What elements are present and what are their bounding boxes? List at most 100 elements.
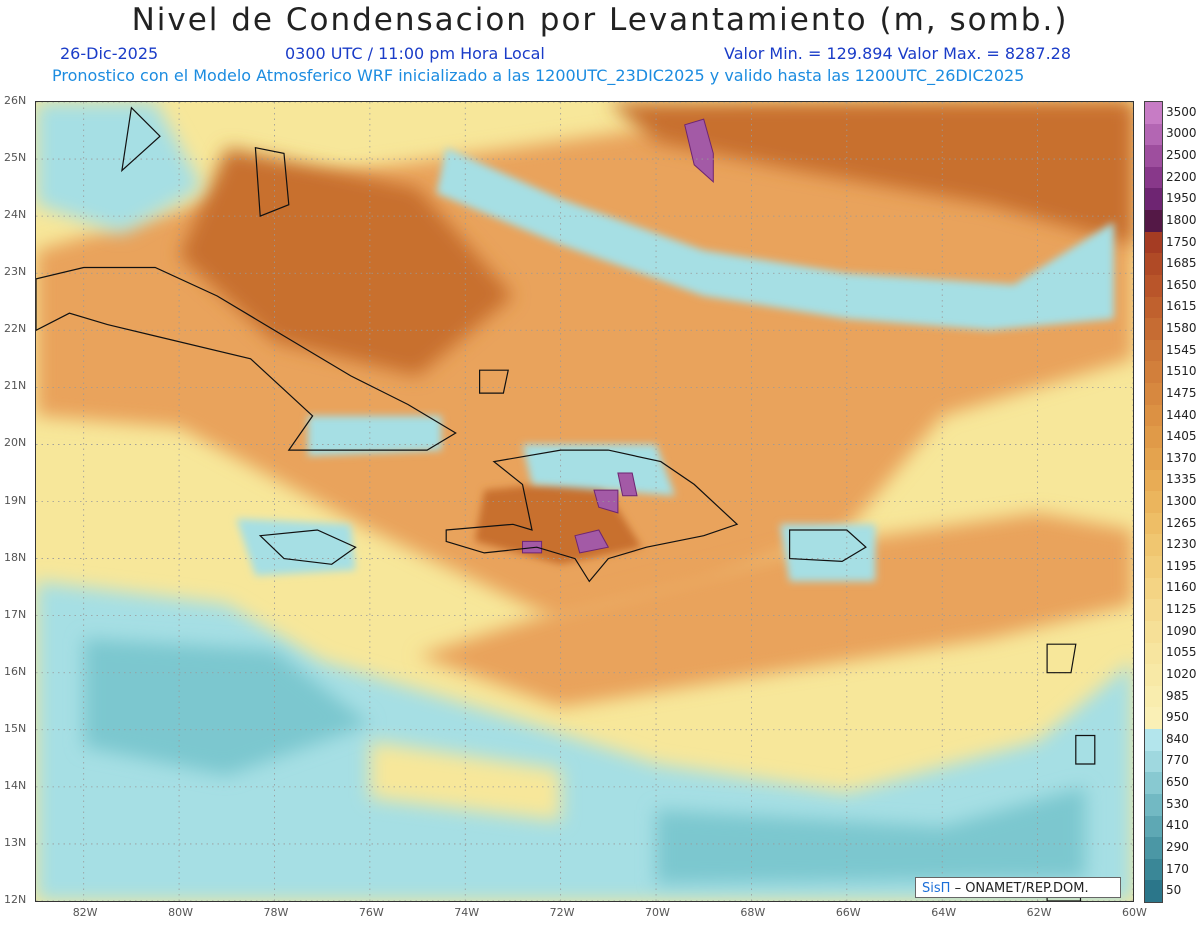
lat-label: 19N [4, 493, 27, 507]
colorbar-cell [1145, 339, 1162, 362]
blue-puerto-rico [780, 524, 876, 582]
colorbar-cell [1145, 815, 1162, 838]
lat-label: 17N [4, 607, 27, 621]
colorbar-cell [1145, 577, 1162, 600]
colorbar-label: 290 [1166, 839, 1189, 854]
coast-andros [254, 146, 290, 217]
colorbar-label: 170 [1166, 861, 1189, 876]
colorbar-label: 1335 [1166, 472, 1197, 487]
lat-label: 25N [4, 151, 27, 165]
colorbar-label: 1300 [1166, 494, 1197, 508]
colorbar-cell [1145, 145, 1162, 168]
ocean-south [36, 581, 1133, 901]
colorbar-label: 1370 [1166, 450, 1197, 465]
colorbar-cell [1145, 188, 1162, 211]
purple-pocket-north [617, 472, 638, 497]
colorbar-cell [1145, 210, 1162, 233]
yellow-south-patch [369, 741, 561, 822]
colorbar-cell [1145, 858, 1162, 881]
lon-label: 60W [1122, 906, 1147, 919]
colorbar-label: 1475 [1166, 385, 1197, 400]
colorbar-cell [1145, 426, 1162, 449]
lcl-field-svg [36, 102, 1133, 901]
colorbar-cell [1145, 296, 1162, 319]
coast-jamaica [258, 529, 357, 565]
colorbar-label: 985 [1166, 688, 1189, 703]
coast-hispaniola [445, 449, 739, 583]
colorbar-cell [1145, 231, 1162, 254]
lon-label: 80W [168, 906, 193, 919]
colorbar-cell [1145, 274, 1162, 298]
colorbar-cell [1145, 793, 1162, 816]
colorbar-label: 2500 [1166, 148, 1197, 163]
colorbar-cell [1145, 318, 1162, 341]
colorbar-label: 1950 [1166, 191, 1197, 206]
credit-org: – ONAMET/REP.DOM. [954, 881, 1089, 896]
model-info: Pronostico con el Modelo Atmosferico WRF… [52, 66, 1025, 85]
lon-label: 74W [454, 906, 480, 919]
colorbar-cell [1145, 491, 1162, 514]
lon-label: 70W [645, 906, 670, 919]
coast-martinique [1075, 734, 1096, 765]
colorbar-label: 50 [1166, 883, 1182, 898]
credit-box: SisΠ – ONAMET/REP.DOM. [915, 877, 1121, 898]
ocean-south-dark-2 [656, 786, 1086, 884]
lat-label: 13N [4, 835, 27, 849]
colorbar-label: 1125 [1166, 602, 1197, 617]
coast-cuba [36, 266, 457, 451]
colorbar-label: 1265 [1166, 515, 1197, 530]
colorbar-label: 1440 [1166, 407, 1197, 422]
colorbar-label: 1090 [1166, 623, 1197, 638]
blue-band-northeast [436, 147, 1114, 331]
coastlines [36, 106, 1096, 901]
lon-label: 82W [72, 906, 98, 919]
colorbar-cell [1145, 253, 1162, 276]
coast-puerto-rico [788, 529, 867, 563]
min-max-values: Valor Min. = 129.894 Valor Max. = 8287.2… [724, 44, 1072, 63]
lat-label: 22N [4, 322, 27, 336]
colorbar-label: 950 [1166, 710, 1189, 725]
colorbar-label: 1750 [1166, 234, 1197, 249]
lon-label: 66W [835, 906, 861, 919]
colorbar-cell [1145, 383, 1162, 406]
colorbar-label: 3500 [1166, 104, 1197, 119]
map-title: Nivel de Condensacion por Levantamiento … [131, 2, 1069, 38]
colorbar-label: 1020 [1166, 666, 1197, 681]
colorbar-cell [1145, 880, 1162, 903]
lon-label: 76W [358, 906, 384, 919]
colorbar-cell [1145, 361, 1162, 384]
lon-label: 62W [1026, 906, 1052, 919]
ocean-south-dark-1 [83, 638, 370, 776]
lcl-map [35, 101, 1134, 902]
lat-label: 24N [4, 208, 27, 222]
colorbar-label: 1405 [1166, 429, 1197, 444]
colorbar-cell [1145, 707, 1162, 730]
blue-northwest [36, 102, 203, 234]
lat-lon-gridlines [36, 102, 1133, 901]
colorbar-cell [1145, 166, 1162, 189]
coast-inagua [479, 369, 509, 394]
colorbar-cell [1145, 620, 1162, 644]
colorbar-label: 1685 [1166, 256, 1197, 271]
lat-label: 18N [4, 550, 27, 564]
colorbar-label: 3000 [1166, 126, 1197, 141]
colorbar-label: 1800 [1166, 212, 1197, 227]
lat-label: 12N [4, 893, 27, 906]
colorbar-cell [1145, 599, 1162, 622]
blue-east-cuba [307, 415, 442, 456]
lon-label: 64W [931, 906, 957, 919]
lon-label: 68W [740, 906, 766, 919]
colorbar-label: 1230 [1166, 537, 1197, 552]
lcl-shading [36, 102, 1133, 901]
brown-northeast [608, 102, 1133, 245]
colorbar-cell [1145, 556, 1162, 579]
blue-jamaica [236, 518, 356, 576]
brown-bahamas [179, 147, 513, 376]
forecast-time: 0300 UTC / 11:00 pm Hora Local [285, 44, 545, 63]
colorbar-cell [1145, 642, 1162, 665]
colorbar-label: 1615 [1166, 299, 1197, 314]
lon-label: 72W [549, 906, 575, 919]
colorbar-cell [1145, 837, 1162, 860]
purple-pocket-atlantic [684, 118, 714, 184]
colorbar-label: 1580 [1166, 321, 1197, 336]
